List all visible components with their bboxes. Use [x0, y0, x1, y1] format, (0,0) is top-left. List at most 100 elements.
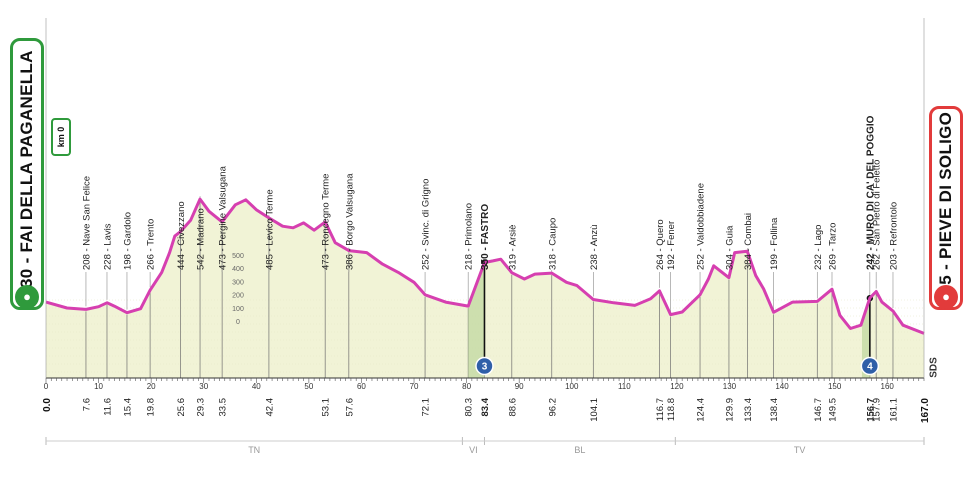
region-label: VI: [469, 445, 478, 455]
waypoint-label: 199 - Follina: [769, 217, 780, 270]
km-label: 42.4: [264, 398, 275, 417]
km-label: 83.4: [480, 397, 491, 416]
x-tick-label: 150: [828, 382, 842, 391]
waypoint-label: 350 - FASTRO: [480, 204, 491, 270]
km-label: 80.3: [464, 398, 475, 417]
waypoint-label: 542 - Madrano: [196, 208, 207, 270]
x-tick-label: 50: [304, 382, 313, 391]
waypoint-label: 242 - MURO DI CA' DEL POGGIO: [865, 115, 876, 270]
x-tick-label: 10: [94, 382, 103, 391]
gpm-category: 4: [867, 362, 873, 373]
waypoint-label: 266 - Trento: [146, 219, 157, 270]
waypoint-label: 262 - San Pietro di Feletto: [872, 160, 883, 270]
waypoint-label: 192 - Fener: [666, 221, 677, 270]
waypoint-label: 198 - Gardolo: [122, 212, 133, 270]
waypoint-label: 319 - Arsiè: [507, 225, 518, 270]
x-tick-label: 140: [775, 382, 789, 391]
x-tick-label: 60: [357, 382, 366, 391]
waypoint-label: 304 - Guia: [724, 225, 735, 270]
start-label: 230 - FAI DELLA PAGANELLA: [17, 50, 36, 298]
km-label: 11.6: [102, 398, 113, 416]
x-tick-label: 120: [670, 382, 684, 391]
gpm-badge: [860, 356, 880, 376]
x-tick-label: 40: [252, 382, 261, 391]
waypoint-label: 386 - Borgo Valsugana: [344, 173, 355, 270]
km-label: 19.8: [146, 398, 157, 417]
start-badge: 230 - FAI DELLA PAGANELLA ●: [10, 38, 44, 310]
km-label: 118.8: [666, 398, 677, 421]
altitude-scale-label: 400: [232, 266, 244, 273]
waypoint-label: 228 - Lavis: [102, 223, 113, 270]
waypoint-label: 318 - Caupo: [547, 218, 558, 270]
km-label: 157.9: [872, 398, 883, 422]
km-label: 116.7: [655, 398, 666, 421]
x-tick-label: 90: [515, 382, 524, 391]
x-tick-label: 110: [618, 382, 631, 391]
altitude-scale-label: 300: [232, 279, 244, 286]
km-label: 7.6: [81, 398, 92, 411]
km-label: 146.7: [813, 398, 824, 422]
waypoint-label: 444 - Civezzano: [176, 201, 187, 270]
start-km-label: 0.0: [42, 398, 53, 412]
km-label: 88.6: [507, 398, 518, 417]
km-label: 72.1: [421, 398, 432, 417]
km0-label: km 0: [56, 126, 66, 148]
x-tick-label: 20: [147, 382, 156, 391]
km-label: 29.3: [196, 398, 207, 417]
region-label: TV: [794, 445, 806, 455]
altitude-scale-label: 0: [236, 319, 240, 326]
km-label: 33.5: [218, 398, 229, 417]
waypoint-label: 208 - Nave San Felice: [81, 176, 92, 270]
km-label: 104.1: [589, 398, 600, 422]
waypoint-label: 485 - Levico Terme: [264, 189, 275, 270]
km-label: 53.1: [321, 398, 332, 417]
km-label: 96.2: [547, 398, 558, 417]
x-tick-label: 70: [410, 382, 419, 391]
km-label: 129.9: [724, 398, 735, 422]
waypoint-label: 252 - Valdobbiadene: [696, 183, 707, 270]
km-label: 138.4: [769, 398, 780, 422]
waypoint-label: 384 - Combai: [743, 213, 754, 270]
km-label: 124.4: [696, 398, 707, 422]
region-label: TN: [248, 445, 260, 455]
x-tick-label: 130: [723, 382, 737, 391]
sds-label: SDS: [928, 357, 940, 378]
waypoint-label: 218 - Primolano: [464, 203, 475, 270]
waypoint-label: 238 - Anzù: [589, 225, 600, 270]
gpm-badge: [475, 356, 494, 376]
altitude-scale-label: 100: [232, 306, 244, 313]
x-tick-label: 0: [44, 382, 49, 391]
km-label: 25.6: [176, 398, 187, 417]
waypoint-label: 203 - Refrontolo: [888, 202, 899, 270]
profile-line: [45, 197, 925, 335]
cyclist-icon: ●: [934, 285, 958, 309]
cyclist-icon: ●: [15, 285, 39, 309]
waypoint-label: 473 - Pergine Valsugana: [218, 165, 229, 270]
x-tick-label: 30: [199, 382, 208, 391]
x-tick-label: 80: [462, 382, 471, 391]
altitude-scale-label: 200: [232, 293, 244, 300]
km0-badge: km 0: [51, 118, 71, 156]
climb-area: [468, 262, 485, 378]
finish-label: 135 - PIEVE DI SOLIGO: [936, 111, 955, 305]
km-label: 15.4: [122, 398, 133, 417]
km-label: 156.7: [865, 398, 876, 422]
km-label: 133.4: [743, 398, 754, 422]
x-tick-label: 160: [881, 382, 895, 391]
finish-km-label: 167.0: [920, 398, 931, 423]
km-label: 57.6: [344, 398, 355, 417]
region-label: BL: [574, 445, 585, 455]
gpm-category: 3: [482, 362, 488, 373]
waypoint-label: 232 - Lago: [813, 225, 824, 270]
altitude-scale-label: 500: [232, 253, 244, 260]
waypoint-label: 473 - Roncegno Terme: [321, 174, 332, 270]
km-label: 161.1: [888, 398, 899, 422]
waypoint-label: 269 - Tarzo: [827, 223, 838, 270]
waypoint-label: 252 - Svinc. di Grigno: [421, 179, 432, 270]
waypoint-label: 264 - Quero: [655, 219, 666, 270]
km-label: 149.5: [827, 398, 838, 422]
x-tick-label: 100: [565, 382, 579, 391]
finish-badge: 135 - PIEVE DI SOLIGO ●: [929, 106, 963, 310]
